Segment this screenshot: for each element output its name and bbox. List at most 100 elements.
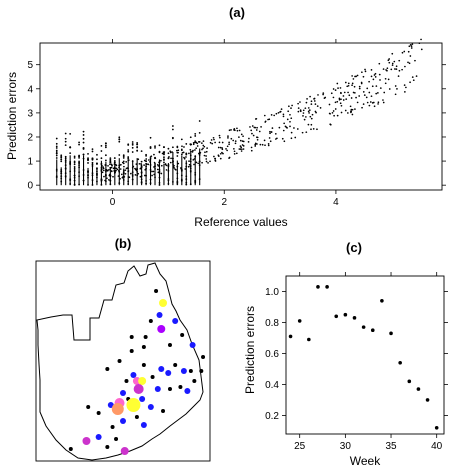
map-point [143, 335, 148, 339]
panel-a-point [370, 75, 373, 78]
panel-a-point [151, 174, 153, 177]
panel-a-point [374, 76, 377, 78]
panel-a-point [269, 132, 271, 135]
panel-a-point [394, 85, 397, 87]
panel-a-point [251, 132, 253, 135]
panel-a-point [322, 92, 325, 94]
panel-a-point [177, 149, 180, 152]
panel-a-point [139, 167, 142, 170]
panel-a-point [382, 99, 384, 101]
map-point [161, 409, 166, 413]
panel-a-point [180, 138, 183, 141]
panel-a-point [332, 110, 335, 112]
panel-a-point [398, 59, 401, 62]
panel-a-point [195, 161, 198, 164]
panel-a-point [136, 141, 139, 144]
panel-a-point [225, 148, 227, 150]
panel-a-point [301, 131, 304, 134]
panel-a-point [60, 158, 63, 161]
panel-a-point [248, 137, 250, 140]
panel-a-point [387, 78, 390, 81]
panel-a-point [302, 112, 305, 114]
panel-a-point [115, 167, 118, 170]
panel-a-point [149, 161, 151, 163]
panel-a-point [197, 162, 200, 165]
panel-a-point [349, 105, 352, 108]
panel-a-point [87, 162, 89, 164]
panel-c-xlabel: Week [350, 454, 381, 468]
panel-a-point [104, 144, 107, 147]
panel-a-point [158, 144, 161, 147]
panel-a-point [233, 147, 235, 150]
panel-a-point [118, 154, 121, 156]
panel-a-point [113, 159, 116, 162]
panel-a-point [409, 55, 412, 57]
panel-a-xtick-label: 4 [333, 197, 339, 208]
panel-a-point [181, 149, 183, 152]
panel-a-point [309, 115, 312, 118]
panel-a-point [122, 154, 125, 157]
map-point [105, 367, 110, 371]
panel-c-ytick-label: 0.6 [265, 349, 279, 360]
panel-c-point [416, 387, 421, 391]
panel-a-point [348, 94, 351, 97]
panel-a-point [203, 154, 206, 157]
panel-a-points [55, 38, 423, 186]
panel-a-point [127, 170, 130, 172]
panel-a-point [64, 132, 67, 135]
panel-a-point [102, 167, 105, 170]
panel-a-point [308, 109, 311, 111]
panel-c-point [307, 337, 311, 342]
panel-a-point [282, 115, 285, 118]
panel-c-ytick-label: 0.4 [265, 380, 279, 391]
panel-a-point [304, 107, 307, 110]
panel-c-point [361, 325, 366, 329]
panel-a-point [290, 117, 293, 120]
panel-a-point [96, 153, 98, 156]
panel-a-point [278, 126, 281, 129]
panel-a-point [404, 65, 406, 68]
map-point [167, 387, 172, 391]
map-point [138, 377, 147, 385]
panel-a-point [294, 136, 297, 139]
panel-a-point [140, 162, 142, 165]
panel-a-point [188, 160, 190, 162]
panel-a-point [189, 143, 192, 145]
panel-a-point [167, 147, 170, 150]
panel-a-point [202, 144, 205, 147]
panel-a-point [228, 141, 230, 144]
panel-a-point [198, 131, 201, 134]
panel-a-point [96, 162, 98, 165]
panel-a-point [125, 167, 128, 170]
panel-a-point [260, 126, 262, 128]
panel-a-point [127, 157, 130, 160]
panel-a-point [408, 62, 411, 65]
panel-a-point [354, 108, 356, 110]
panel-a-point [124, 172, 127, 175]
panel-a-point [214, 159, 217, 162]
panel-c-point [434, 426, 439, 430]
panel-a-point [110, 163, 113, 166]
panel-a-point [109, 163, 111, 166]
panel-a-point [198, 120, 201, 122]
panel-a-point [78, 156, 80, 159]
panel-a-point [127, 159, 130, 162]
panel-a-point [269, 130, 271, 133]
panel-a-point [202, 140, 205, 142]
panel-a-point [87, 152, 89, 155]
panel-a-point [250, 129, 253, 132]
map-point [201, 355, 206, 359]
panel-a-point [296, 128, 299, 130]
panel-a-point [334, 108, 337, 110]
panel-a-point [386, 67, 389, 70]
panel-a-point [69, 146, 72, 149]
panel-a-point [366, 101, 369, 104]
panel-a-point [139, 175, 142, 178]
panel-a-point [170, 157, 172, 160]
panel-a-point [205, 150, 208, 153]
panel-b: (b) [35, 236, 211, 462]
panel-a-point [64, 137, 67, 140]
panel-a-point [239, 148, 242, 150]
panel-a-point [177, 151, 179, 154]
